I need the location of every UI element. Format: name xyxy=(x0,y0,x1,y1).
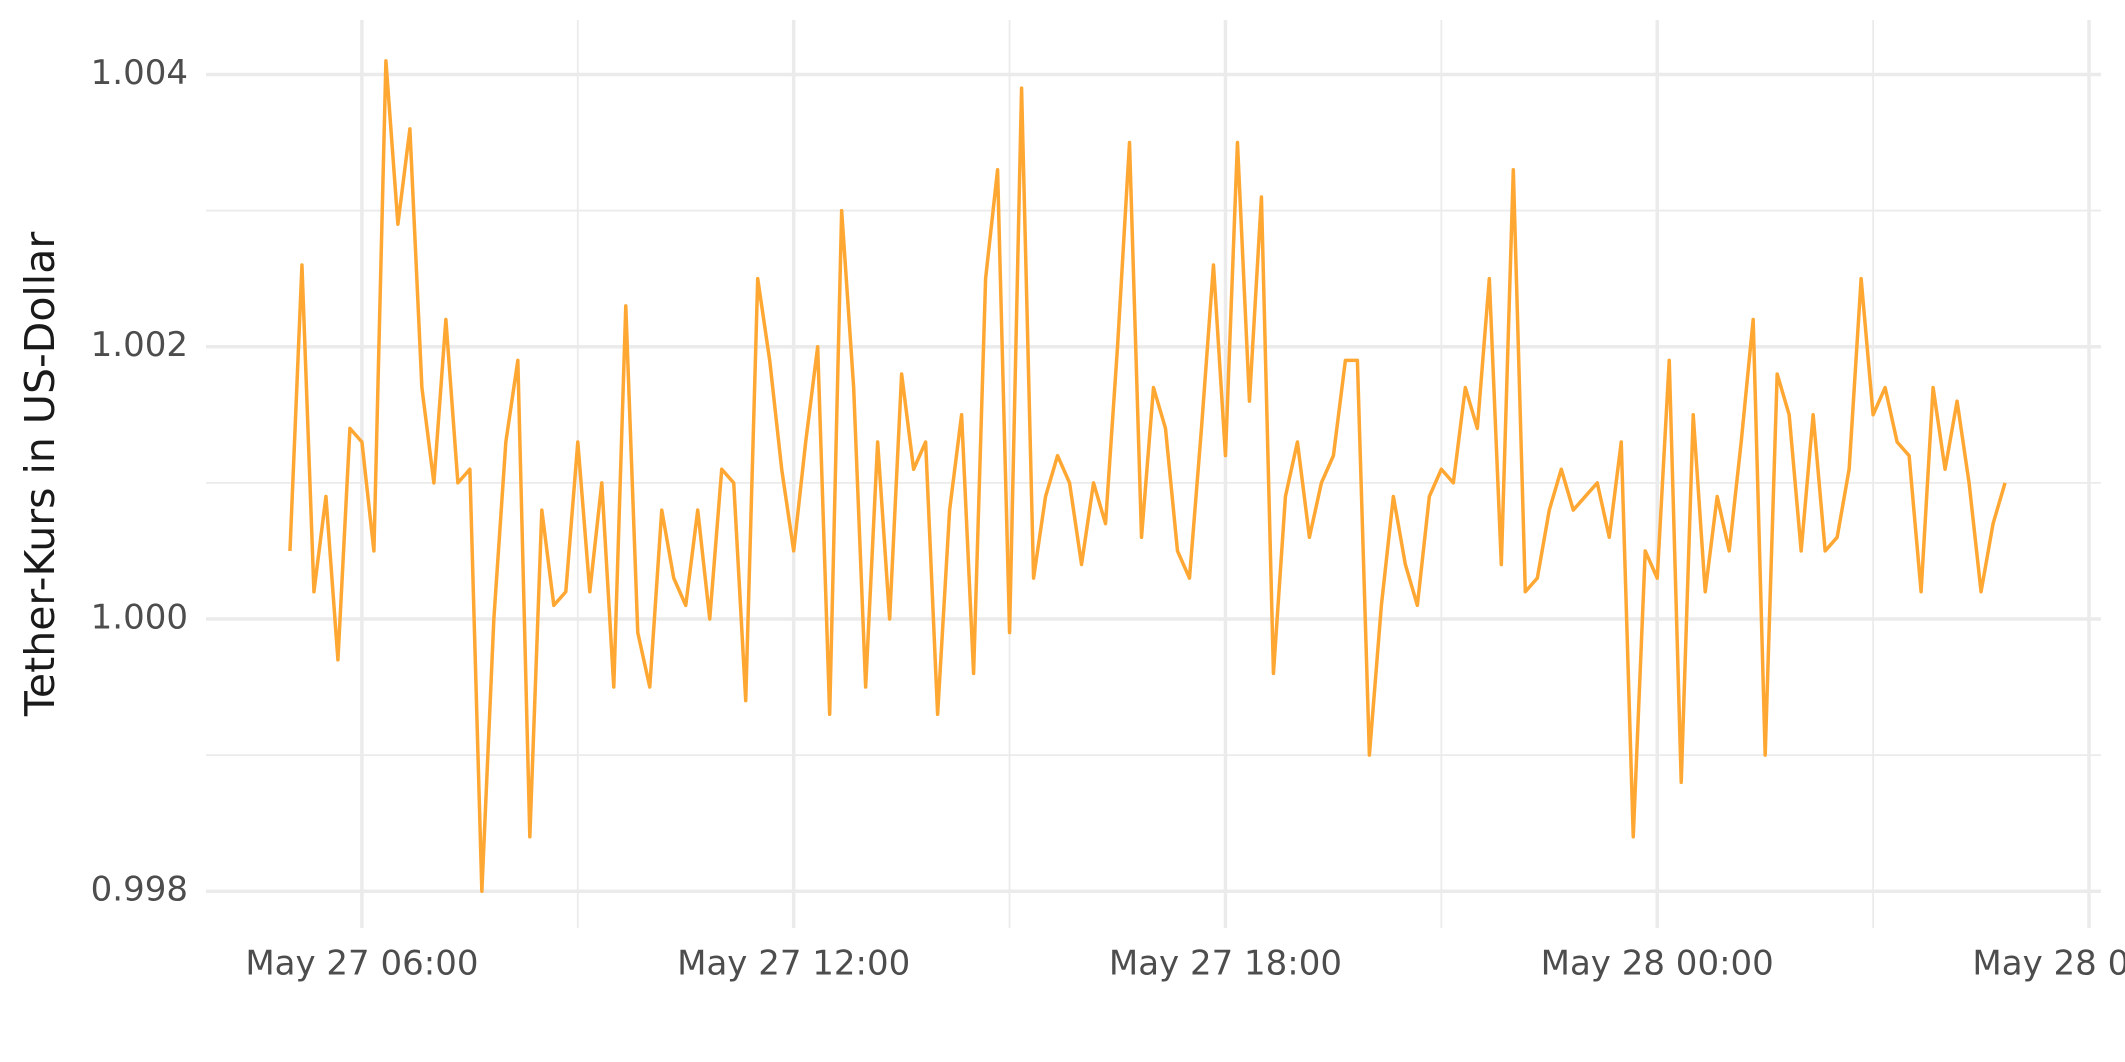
y-tick-label: 0.998 xyxy=(91,870,188,910)
y-tick-label: 1.004 xyxy=(91,53,188,93)
x-tick-label: May 27 18:00 xyxy=(1109,944,1342,984)
y-tick-label: 1.002 xyxy=(91,325,188,365)
x-tick-label: May 27 12:00 xyxy=(677,944,910,984)
x-tick-label: May 28 06:00 xyxy=(1972,944,2125,984)
x-tick-label: May 27 06:00 xyxy=(245,944,478,984)
x-tick-label: May 28 00:00 xyxy=(1541,944,1774,984)
y-tick-label: 1.000 xyxy=(91,597,188,637)
price-line xyxy=(288,59,2007,893)
y-axis-title: Tether-Kurs in US-Dollar xyxy=(16,232,64,717)
